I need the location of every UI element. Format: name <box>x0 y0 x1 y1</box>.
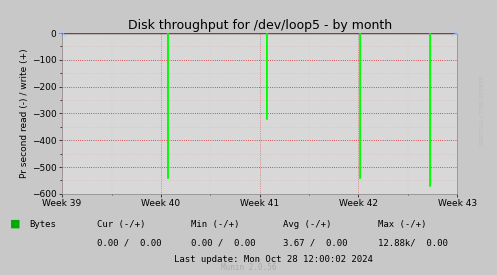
Text: ■: ■ <box>10 219 20 229</box>
Text: Last update: Mon Oct 28 12:00:02 2024: Last update: Mon Oct 28 12:00:02 2024 <box>174 255 373 264</box>
Text: Min (-/+): Min (-/+) <box>191 220 240 229</box>
Y-axis label: Pr second read (-) / write (+): Pr second read (-) / write (+) <box>20 49 29 178</box>
Text: Avg (-/+): Avg (-/+) <box>283 220 331 229</box>
Text: Munin 2.0.56: Munin 2.0.56 <box>221 263 276 272</box>
Text: Max (-/+): Max (-/+) <box>378 220 426 229</box>
Text: RRDTOOL / TOBI OETIKER: RRDTOOL / TOBI OETIKER <box>480 75 485 145</box>
Text: Cur (-/+): Cur (-/+) <box>97 220 145 229</box>
Text: 3.67 /  0.00: 3.67 / 0.00 <box>283 239 348 248</box>
Text: 0.00 /  0.00: 0.00 / 0.00 <box>191 239 256 248</box>
Text: 12.88k/  0.00: 12.88k/ 0.00 <box>378 239 448 248</box>
Title: Disk throughput for /dev/loop5 - by month: Disk throughput for /dev/loop5 - by mont… <box>128 19 392 32</box>
Text: Bytes: Bytes <box>29 220 56 229</box>
Text: 0.00 /  0.00: 0.00 / 0.00 <box>97 239 162 248</box>
